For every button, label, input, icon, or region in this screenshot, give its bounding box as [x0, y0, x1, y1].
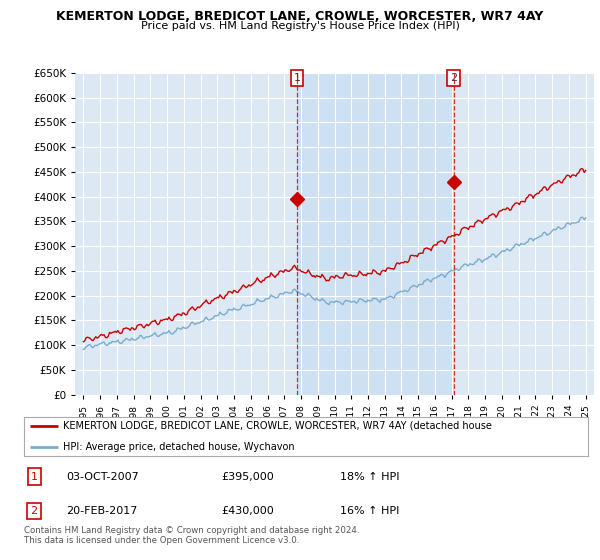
Text: Price paid vs. HM Land Registry's House Price Index (HPI): Price paid vs. HM Land Registry's House …	[140, 21, 460, 31]
Text: This data is licensed under the Open Government Licence v3.0.: This data is licensed under the Open Gov…	[24, 536, 299, 545]
Text: Contains HM Land Registry data © Crown copyright and database right 2024.: Contains HM Land Registry data © Crown c…	[24, 526, 359, 535]
Text: KEMERTON LODGE, BREDICOT LANE, CROWLE, WORCESTER, WR7 4AY (detached house: KEMERTON LODGE, BREDICOT LANE, CROWLE, W…	[64, 421, 493, 431]
Bar	[297, 73, 454, 395]
Text: 16% ↑ HPI: 16% ↑ HPI	[340, 506, 399, 516]
Text: £395,000: £395,000	[221, 472, 274, 482]
Text: 1: 1	[293, 73, 301, 83]
Text: 2: 2	[450, 73, 457, 83]
Text: 03-OCT-2007: 03-OCT-2007	[66, 472, 139, 482]
Text: 1: 1	[31, 472, 38, 482]
Text: 18% ↑ HPI: 18% ↑ HPI	[340, 472, 400, 482]
Text: 20-FEB-2017: 20-FEB-2017	[66, 506, 137, 516]
Text: HPI: Average price, detached house, Wychavon: HPI: Average price, detached house, Wych…	[64, 442, 295, 451]
Text: 2: 2	[31, 506, 38, 516]
Text: £430,000: £430,000	[221, 506, 274, 516]
Text: KEMERTON LODGE, BREDICOT LANE, CROWLE, WORCESTER, WR7 4AY: KEMERTON LODGE, BREDICOT LANE, CROWLE, W…	[56, 10, 544, 22]
